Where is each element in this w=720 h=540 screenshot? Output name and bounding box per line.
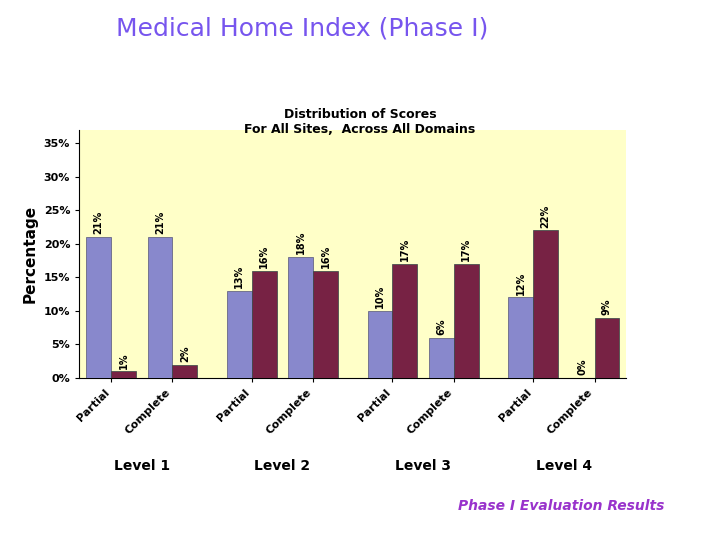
Bar — [173, 364, 197, 378]
Text: 12%: 12% — [516, 272, 526, 295]
Bar — [313, 271, 338, 378]
Text: Phase I Evaluation Results: Phase I Evaluation Results — [459, 499, 665, 513]
Text: 9%: 9% — [602, 299, 612, 315]
Text: 17%: 17% — [462, 238, 472, 261]
Text: 16%: 16% — [320, 245, 330, 268]
Bar — [252, 271, 276, 378]
Text: 16%: 16% — [259, 245, 269, 268]
Bar — [508, 298, 533, 378]
Text: Medical Home Index (Phase I): Medical Home Index (Phase I) — [116, 16, 489, 40]
Bar — [533, 230, 558, 378]
Bar — [86, 237, 111, 378]
Text: 21%: 21% — [94, 211, 104, 234]
Text: 0%: 0% — [577, 359, 587, 375]
Text: 10%: 10% — [375, 285, 385, 308]
Text: 21%: 21% — [155, 211, 165, 234]
Bar — [227, 291, 252, 378]
Text: 2%: 2% — [180, 346, 190, 362]
Text: 1%: 1% — [119, 352, 128, 369]
Text: Level 1: Level 1 — [114, 458, 170, 472]
Bar — [111, 372, 136, 378]
Text: 18%: 18% — [296, 231, 306, 254]
Text: 17%: 17% — [400, 238, 410, 261]
Text: 13%: 13% — [234, 265, 244, 288]
Bar — [392, 264, 418, 378]
Bar — [595, 318, 619, 378]
Text: 6%: 6% — [436, 319, 446, 335]
Text: 22%: 22% — [541, 204, 551, 228]
Text: Level 3: Level 3 — [395, 458, 451, 472]
Bar — [288, 257, 313, 378]
Text: Level 4: Level 4 — [536, 458, 592, 472]
Text: Distribution of Scores
For All Sites,  Across All Domains: Distribution of Scores For All Sites, Ac… — [244, 108, 476, 136]
Y-axis label: Percentage: Percentage — [23, 205, 38, 303]
Bar — [148, 237, 173, 378]
Bar — [429, 338, 454, 378]
Text: Level 2: Level 2 — [254, 458, 310, 472]
Bar — [454, 264, 479, 378]
Bar — [368, 311, 392, 378]
